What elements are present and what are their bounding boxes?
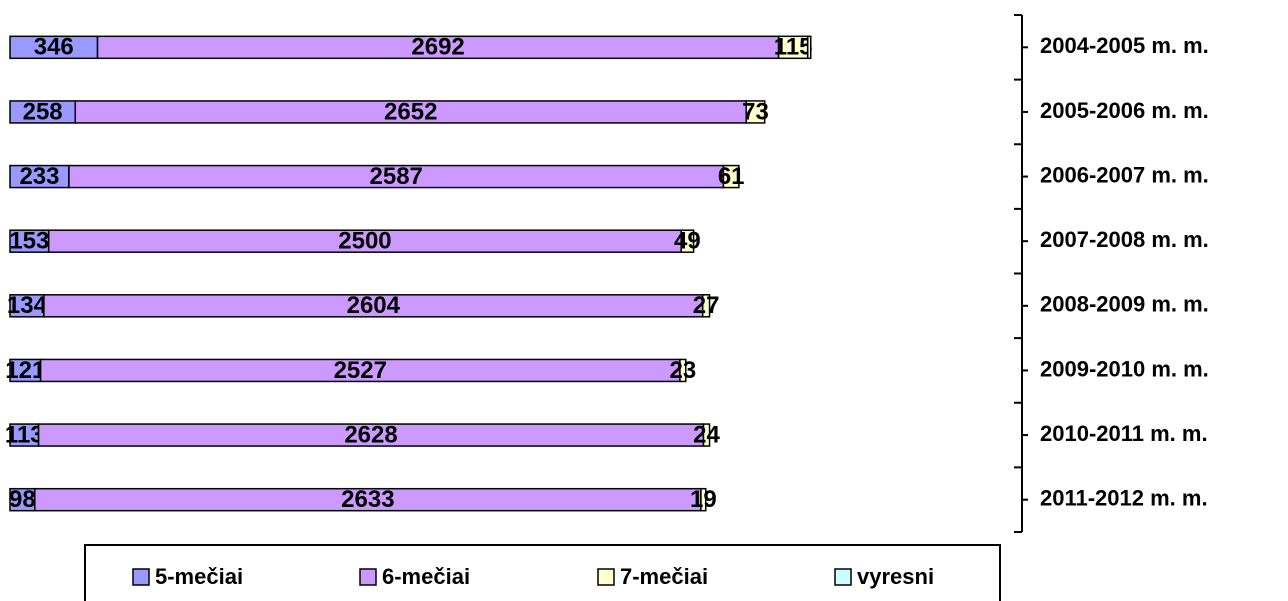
bar-segment: [701, 294, 711, 318]
bar-segment: [702, 423, 711, 447]
data-label: 23: [670, 357, 697, 384]
legend-label: 5-mečiai: [155, 564, 243, 589]
category-label: 2011-2012 m. m.: [1040, 486, 1208, 511]
data-label: 153: [9, 228, 49, 255]
category-label: 2004-2005 m. m.: [1040, 33, 1209, 58]
legend-swatch: [359, 568, 377, 586]
bar-segment: [679, 358, 687, 383]
data-label: 2527: [334, 357, 387, 384]
bar-segment: [722, 164, 740, 189]
data-label: 2628: [344, 421, 397, 448]
data-label: 2604: [347, 292, 401, 319]
legend-swatch: [132, 568, 150, 586]
data-label: 115: [774, 34, 813, 61]
data-label: 258: [23, 98, 63, 125]
data-label: 121: [5, 357, 45, 384]
data-label: 2652: [384, 98, 437, 125]
data-label: 2500: [338, 228, 391, 255]
data-label: 113: [5, 421, 44, 448]
data-label: 2692: [411, 34, 464, 61]
legend-label: 7-mečiai: [620, 564, 708, 589]
data-label: 98: [9, 486, 36, 513]
data-label: 19: [690, 486, 717, 513]
bar-segment: [700, 487, 707, 512]
data-label: 2633: [341, 486, 394, 513]
data-label: 2587: [370, 163, 423, 190]
bar-segment: [745, 100, 766, 124]
legend-label: 6-mečiai: [382, 564, 470, 589]
data-label: 61: [718, 163, 745, 190]
bar-segment: [680, 229, 695, 253]
data-label: 346: [34, 34, 74, 61]
category-label: 2008-2009 m. m.: [1040, 292, 1209, 317]
category-label: 2009-2010 m. m.: [1040, 356, 1209, 381]
category-label: 2005-2006 m. m.: [1040, 98, 1209, 123]
legend-swatch: [834, 568, 852, 586]
data-label: 27: [693, 292, 720, 319]
bar-segment: [806, 35, 812, 60]
data-label: 134: [7, 292, 48, 319]
data-label: 24: [693, 421, 720, 448]
legend-swatch: [597, 568, 615, 586]
category-label: 2010-2011 m. m.: [1040, 421, 1208, 446]
category-label: 2007-2008 m. m.: [1040, 227, 1209, 252]
category-label: 2006-2007 m. m.: [1040, 162, 1209, 187]
data-label: 233: [19, 163, 59, 190]
data-label: 49: [674, 228, 701, 255]
data-label: 73: [742, 98, 769, 125]
legend-label: vyresni: [857, 564, 934, 589]
